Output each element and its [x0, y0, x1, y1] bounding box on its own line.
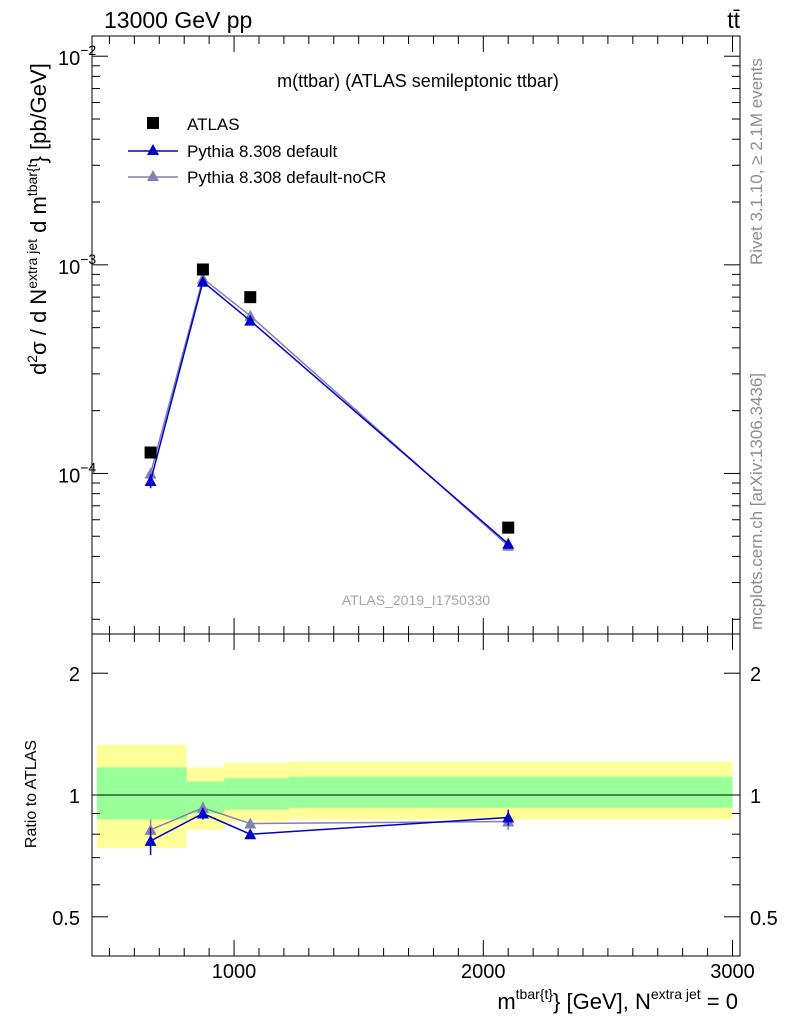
ratio-y-tick-label-left: 2 [69, 664, 80, 686]
main-y-tick-label: 10−2 [58, 42, 96, 70]
ratio-series-line [150, 806, 509, 831]
ratio-point [502, 811, 515, 823]
ratio-band-inner [224, 778, 289, 810]
main-panel: m(ttbar) (ATLAS semileptonic ttbar) ATLA… [24, 35, 741, 635]
ratio-series-line [150, 812, 509, 842]
legend-label-pythia-nocr: Pythia 8.308 default-noCR [187, 168, 386, 187]
ratio-y-tick-label-right: 0.5 [750, 908, 778, 930]
ratio-y-tick-label-right: 1 [750, 786, 761, 808]
legend-label-pythia-default: Pythia 8.308 default [187, 142, 338, 161]
rivet-label: Rivet 3.1.10, ≥ 2.1M events [747, 58, 766, 265]
main-series-line [149, 277, 509, 547]
legend-label-atlas: ATLAS [187, 115, 240, 134]
main-point-atlas [244, 291, 257, 304]
main-y-tick-label: 10−4 [58, 459, 96, 487]
main-point-atlas [144, 446, 157, 459]
main-point [144, 467, 157, 479]
legend: ATLAS Pythia 8.308 default Pythia 8.308 … [128, 115, 386, 187]
x-axis-label: mtbar{t}} [GeV], Nextra jet = 0 [497, 986, 738, 1014]
main-point [144, 475, 157, 487]
main-point-atlas [196, 263, 209, 276]
ratio-y-tick-label-left: 0.5 [52, 908, 80, 930]
x-tick-label: 1000 [212, 961, 257, 983]
main-series-line [149, 280, 509, 545]
header-left-label: 13000 GeV pp [104, 7, 252, 33]
ratio-panel: Ratio to ATLAS 0.5 0.5 1 1 2 2 1000 2000 3000 mt… [23, 633, 778, 1014]
main-point [196, 275, 209, 287]
legend-marker-atlas [147, 117, 159, 129]
ratio-y-tick-label-right: 2 [750, 664, 761, 686]
x-tick-label: 3000 [710, 961, 755, 983]
mcplots-label: mcplots.cern.ch [arXiv:1306.3436] [747, 373, 766, 630]
main-y-tick-label: 10−3 [58, 251, 96, 279]
chart-title: m(ttbar) (ATLAS semileptonic ttbar) [277, 71, 559, 91]
ratio-band-inner [288, 776, 733, 808]
main-point [502, 537, 515, 549]
ratio-frame [91, 633, 741, 957]
ratio-point [244, 828, 257, 840]
ratio-point [196, 801, 209, 813]
main-point [244, 314, 257, 326]
chart-watermark: ATLAS_2019_I1750330 [342, 592, 491, 608]
ratio-y-tick-label-left: 1 [69, 786, 80, 808]
x-tick-label: 2000 [461, 961, 506, 983]
ratio-y-axis-label: Ratio to ATLAS [23, 740, 40, 848]
main-y-axis-label: d2σ / d Nextra jet d mtbar{t} [pb/GeV] [24, 63, 51, 375]
legend-marker-pythia-nocr [147, 170, 159, 181]
header-right-label: tt̄ [727, 7, 740, 33]
ratio-point [144, 834, 157, 846]
legend-marker-pythia-default [147, 144, 159, 155]
main-point-atlas [502, 521, 515, 534]
ratio-point [196, 807, 209, 819]
ratio-band-inner [96, 767, 187, 820]
ratio-point [244, 817, 257, 829]
